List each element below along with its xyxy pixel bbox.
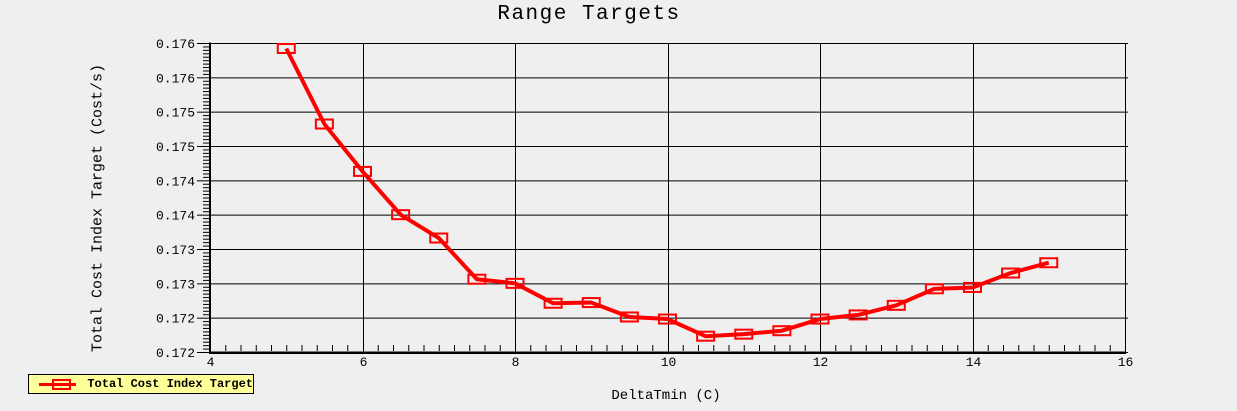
data-point-marker — [810, 313, 830, 325]
y-tick-label: 0.174 — [156, 174, 195, 189]
y-tick-label: 0.173 — [156, 277, 195, 292]
y-tick-label: 0.172 — [156, 312, 195, 327]
data-point-marker — [772, 325, 792, 337]
data-point-marker — [696, 330, 716, 342]
x-tick-label: 6 — [360, 355, 368, 370]
data-point-marker — [276, 42, 296, 54]
legend-label: Total Cost Index Target — [87, 377, 253, 391]
data-point-marker — [391, 209, 411, 221]
legend-line-marker-icon — [39, 378, 77, 390]
data-point-marker — [658, 313, 677, 325]
data-point-marker — [429, 232, 449, 244]
data-point-marker — [848, 309, 868, 321]
x-tick-label: 4 — [207, 355, 215, 370]
x-axis-title: DeltaTmin (C) — [611, 388, 721, 404]
data-point-marker — [924, 283, 944, 295]
x-tick-label: 12 — [813, 355, 829, 370]
y-tick-label: 0.176 — [156, 71, 195, 86]
y-tick-label: 0.176 — [156, 37, 195, 52]
y-tick-label: 0.175 — [156, 140, 195, 155]
data-point-marker — [467, 273, 487, 285]
axis-lines — [209, 42, 1126, 354]
tick-labels: 0.176 0.176 0.175 0.175 0.174 0.174 0.173 0.173… — [156, 37, 1133, 370]
chart-title: Range Targets — [497, 3, 681, 26]
y-tick-label: 0.172 — [156, 346, 195, 361]
x-tick-label: 10 — [661, 355, 677, 370]
data-point-marker — [353, 165, 372, 177]
data-point-marker — [1039, 257, 1059, 269]
y-tick-label: 0.174 — [156, 209, 195, 224]
data-point-marker — [505, 277, 525, 289]
data-point-marker — [963, 281, 982, 293]
y-tick-label: 0.173 — [156, 243, 195, 258]
data-point-marker — [314, 118, 334, 130]
x-tick-label: 8 — [512, 355, 520, 370]
data-point-marker — [886, 299, 906, 311]
data-point-marker — [619, 311, 639, 323]
data-point-marker — [734, 328, 754, 340]
axis-ticks — [197, 43, 1111, 353]
data-point-marker — [543, 297, 563, 309]
data-point-marker — [581, 297, 601, 309]
x-tick-label: 16 — [1118, 355, 1134, 370]
series-line — [284, 47, 1050, 339]
series — [276, 42, 1059, 342]
legend[interactable]: Total Cost Index Target — [28, 374, 254, 394]
x-tick-label: 14 — [966, 355, 982, 370]
gridlines — [210, 43, 1128, 354]
y-tick-label: 0.175 — [156, 106, 195, 121]
data-point-marker — [1001, 267, 1021, 279]
